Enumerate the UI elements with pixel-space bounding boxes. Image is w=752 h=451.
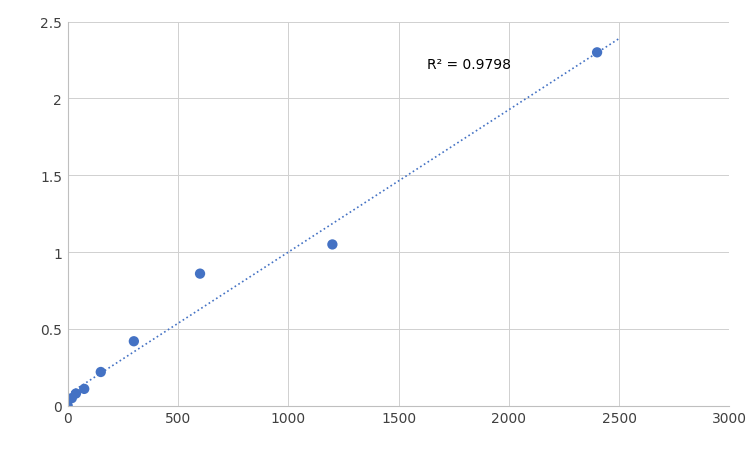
Text: R² = 0.9798: R² = 0.9798 <box>427 58 511 72</box>
Point <box>591 50 603 57</box>
Point <box>194 271 206 278</box>
Point <box>70 390 82 397</box>
Point <box>66 395 77 402</box>
Point <box>326 241 338 249</box>
Point <box>95 368 107 376</box>
Point <box>78 386 90 393</box>
Point <box>62 402 74 410</box>
Point <box>128 338 140 345</box>
